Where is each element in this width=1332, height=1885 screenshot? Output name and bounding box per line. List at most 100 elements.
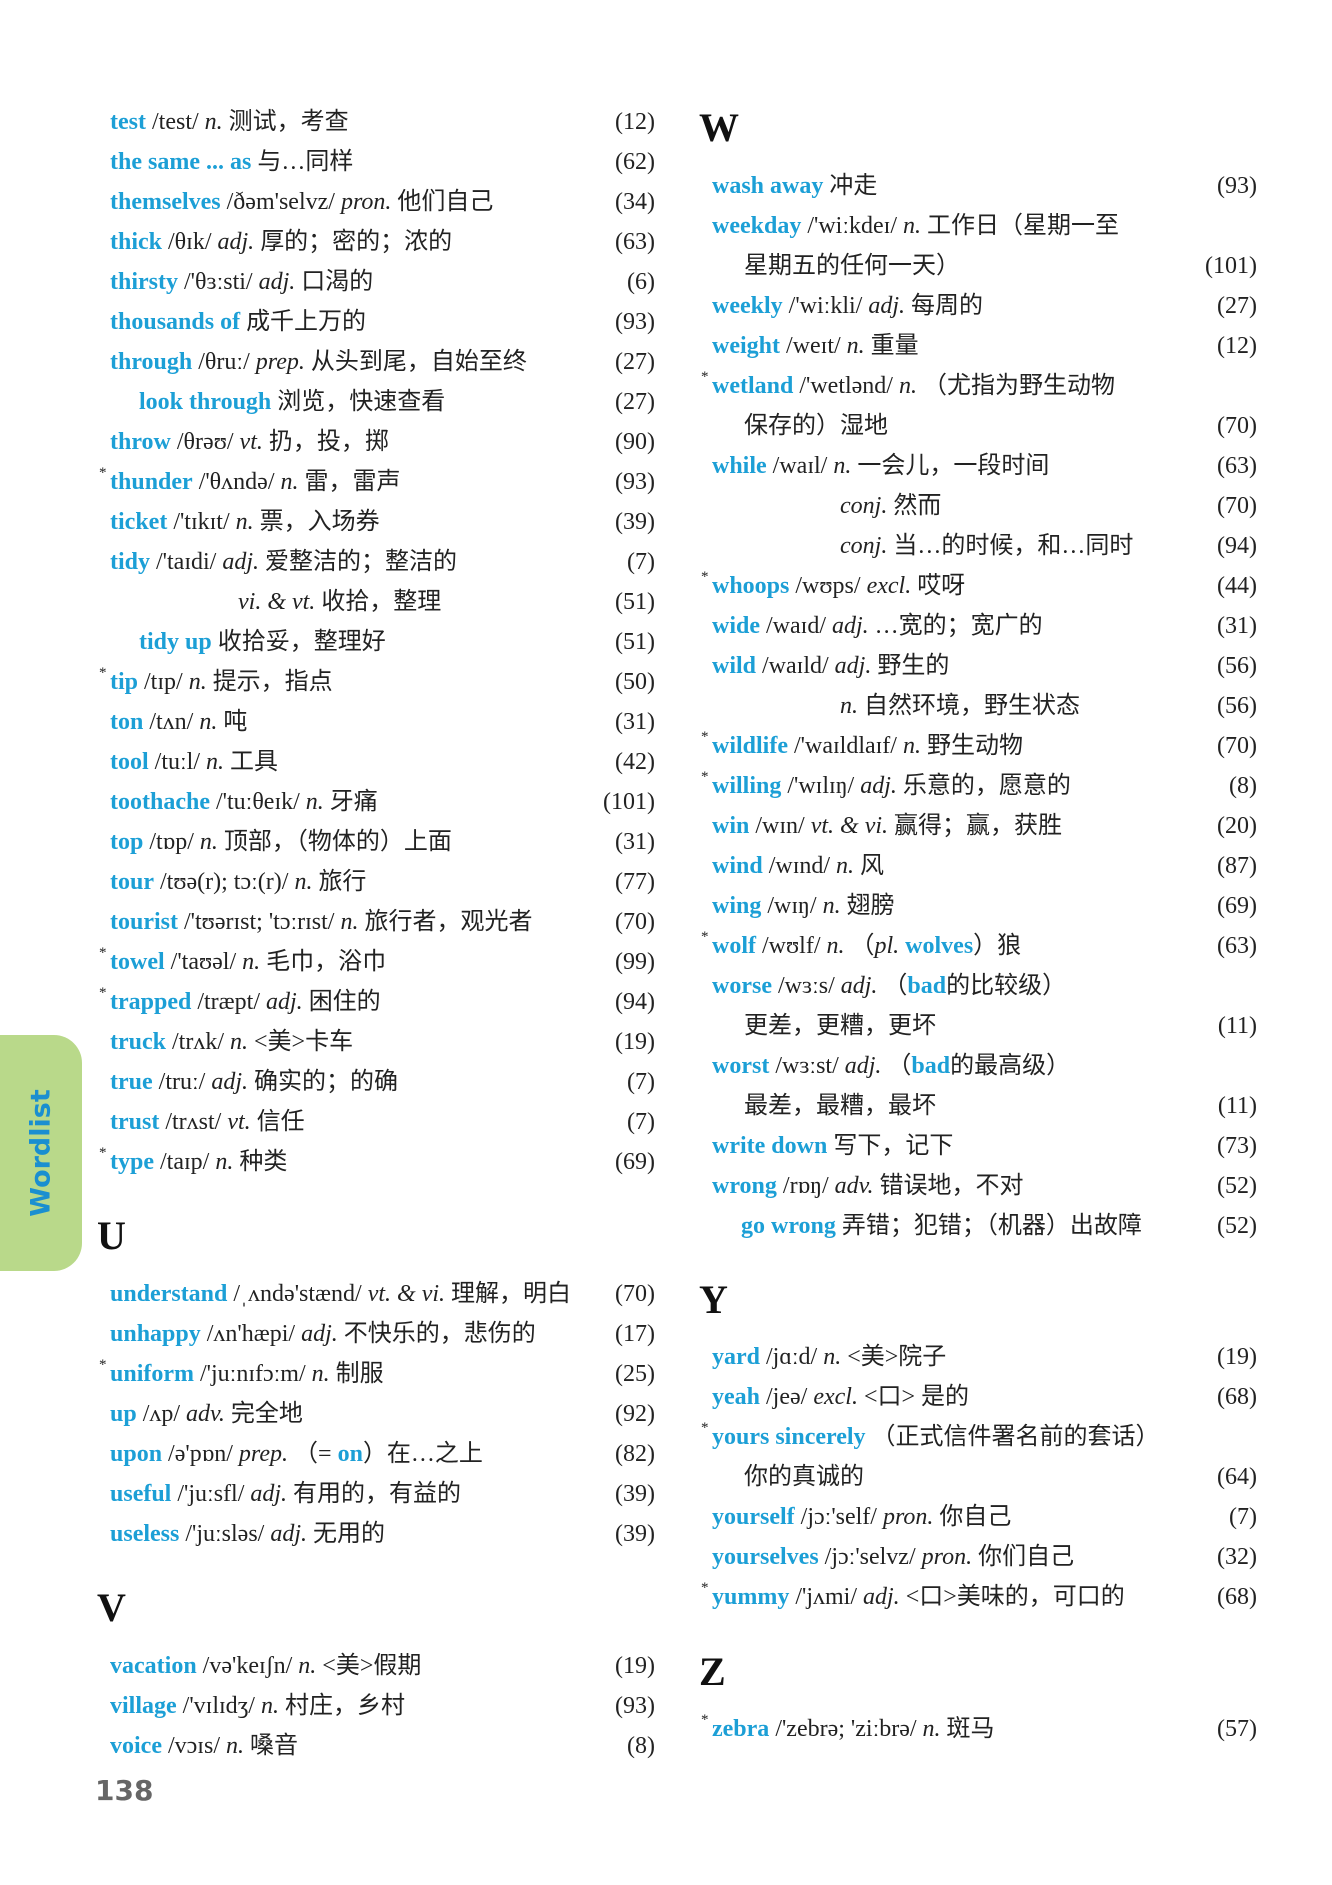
phonetic: /ðəm'selvz/ <box>226 189 335 215</box>
page-reference: (6) <box>627 269 655 295</box>
word-entry: wide /waɪd/ adj. …宽的；宽广的 (31) <box>712 606 1257 646</box>
part-of-speech: vt. & vi. <box>810 813 889 839</box>
word-entry: true /truː/ adj. 确实的；的确 (7) <box>110 1062 655 1102</box>
headword: understand <box>110 1281 228 1307</box>
page-reference: (7) <box>627 1109 655 1135</box>
page-reference: (19) <box>615 1653 655 1679</box>
section-t: test /test/ n. 测试，考查 (12) the same ... as … <box>99 102 655 1182</box>
section-letter-y: Y <box>699 1277 728 1322</box>
star-marker: * <box>701 929 709 945</box>
page-reference: (34) <box>615 189 655 215</box>
word-entry: tidy /'taɪdi/ adj. 爱整洁的；整洁的 (7) <box>110 542 655 582</box>
definition: 翅膀 <box>846 893 895 919</box>
phonetic: /jɔː'self/ <box>800 1504 877 1530</box>
definition: 毛巾，浴巾 <box>266 949 387 975</box>
phonetic: /ʌn'hæpi/ <box>206 1321 296 1347</box>
definition: 确实的；的确 <box>254 1069 398 1095</box>
page-reference: (17) <box>615 1321 655 1347</box>
word-entry: yourself /jɔː'self/ pron. 你自己 (7) <box>712 1497 1257 1537</box>
part-of-speech: prep. <box>255 349 305 375</box>
headword: test <box>110 109 146 135</box>
page-reference: (7) <box>1229 1504 1257 1530</box>
page-reference: (56) <box>1217 693 1257 719</box>
part-of-speech: n. <box>260 1693 279 1719</box>
phonetic: /'taʊəl/ <box>170 949 237 975</box>
word-entry: win /wɪn/ vt. & vi. 赢得；赢，获胜 (20) <box>712 806 1257 846</box>
star-marker: * <box>99 1357 107 1373</box>
cross-reference-word: bad <box>911 1053 951 1079</box>
phonetic: /jɔː'selvz/ <box>824 1544 916 1570</box>
headword: yard <box>712 1344 760 1370</box>
continuation-line: 星期五的任何一天） (101) <box>712 246 1257 286</box>
page-reference: (42) <box>615 749 655 775</box>
part-of-speech: adj. <box>258 269 296 295</box>
definition: （正式信件署名前的套话） <box>871 1424 1160 1450</box>
part-of-speech: adj. <box>211 1069 248 1095</box>
phonetic: /'waɪldlaɪf/ <box>794 733 897 759</box>
definition: 更差，更糟，更坏 <box>744 1013 936 1039</box>
phonetic: /taɪp/ <box>160 1149 210 1175</box>
page-reference: (70) <box>1217 733 1257 759</box>
part-of-speech: n. <box>311 1361 330 1387</box>
definition: 不快乐的，悲伤的 <box>343 1321 536 1347</box>
word-entry: village /'vɪlɪdʒ/ n. 村庄，乡村 (93) <box>110 1686 655 1726</box>
definition: <口> 是的 <box>863 1384 970 1410</box>
part-of-speech: n. <box>225 1733 244 1759</box>
definition: （bad的最高级） <box>887 1053 1070 1079</box>
word-entry: themselves /ðəm'selvz/ pron. 他们自己 (34) <box>110 182 655 222</box>
phrase-entry: tidy up 收拾妥，整理好 (51) <box>110 622 655 662</box>
definition: 自然环境，野生状态 <box>864 693 1080 719</box>
headword: top <box>110 829 144 855</box>
page-reference: (63) <box>615 229 655 255</box>
section-letter-z: Z <box>699 1649 726 1694</box>
word-entry: wing /wɪŋ/ n. 翅膀 (69) <box>712 886 1257 926</box>
page-reference: (92) <box>615 1401 655 1427</box>
definition: （bad的比较级） <box>883 973 1066 999</box>
word-entry: * whoops /wʊps/ excl. 哎呀 (44) <box>701 566 1257 606</box>
word-entry: thousands of 成千上万的 (93) <box>110 302 655 342</box>
page-reference: (70) <box>1217 493 1257 519</box>
word-entry: thirsty /'θɜːsti/ adj. 口渴的 (6) <box>110 262 655 302</box>
headword: towel <box>110 949 165 975</box>
word-entry: * tip /tɪp/ n. 提示，指点 (50) <box>99 662 655 702</box>
word-entry: understand /ˌʌndə'stænd/ vt. & vi. 理解，明白… <box>110 1274 655 1314</box>
page-reference: (70) <box>615 909 655 935</box>
headword: thirsty <box>110 269 178 295</box>
word-entry: * willing /'wɪlɪŋ/ adj. 乐意的，愿意的 (8) <box>701 766 1257 806</box>
part-of-speech: n. <box>822 893 841 919</box>
headword: tourist <box>110 909 178 935</box>
word-entry: up /ʌp/ adv. 完全地 (92) <box>110 1394 655 1434</box>
headword: the same ... as <box>110 149 252 175</box>
part-of-speech: vi. & vt. <box>238 589 316 615</box>
headword: truck <box>110 1029 166 1055</box>
page-reference: (63) <box>1217 933 1257 959</box>
star-marker: * <box>701 1580 709 1596</box>
headword: true <box>110 1069 153 1095</box>
definition: 哎呀 <box>917 573 966 599</box>
definition: 冲走 <box>829 173 878 199</box>
page-reference: (20) <box>1217 813 1257 839</box>
headword: thunder <box>110 469 193 495</box>
star-marker: * <box>701 569 709 585</box>
phonetic: /'taɪdi/ <box>156 549 217 575</box>
headword: win <box>712 813 750 839</box>
star-marker: * <box>701 729 709 745</box>
sense-line: conj. 然而 (70) <box>712 486 1257 526</box>
headword: uniform <box>110 1361 194 1387</box>
wordlist-side-tab[interactable]: Wordlist <box>0 1035 82 1271</box>
part-of-speech: prep. <box>238 1441 289 1467</box>
definition: 吨 <box>223 709 248 735</box>
page-reference: (8) <box>627 1733 655 1759</box>
page-reference: (56) <box>1217 653 1257 679</box>
part-of-speech: n. <box>833 453 852 479</box>
part-of-speech: adj. <box>266 989 303 1015</box>
phonetic: /waɪld/ <box>762 653 829 679</box>
headword: themselves <box>110 189 221 215</box>
headword: wetland <box>712 373 794 399</box>
part-of-speech: adj. <box>222 549 260 575</box>
headword: yeah <box>712 1384 760 1410</box>
definition: （= on）在…之上 <box>294 1441 483 1467</box>
headword: tidy up <box>139 629 212 655</box>
headword: toothache <box>110 789 210 815</box>
sense-line: n. 自然环境，野生状态 (56) <box>712 686 1257 726</box>
